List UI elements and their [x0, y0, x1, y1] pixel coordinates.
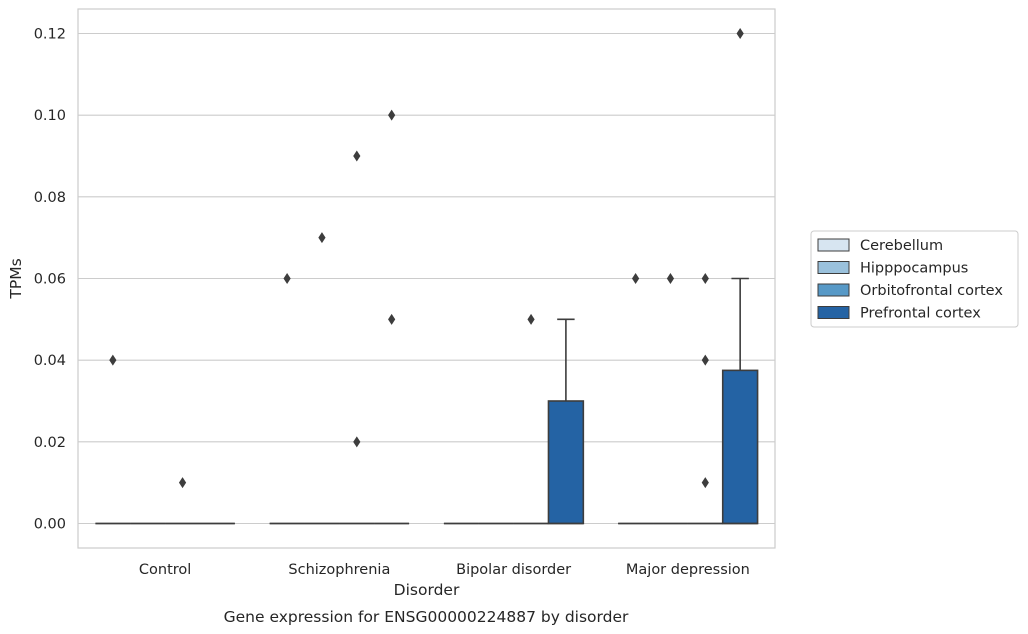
- plot-area-frame: [77, 8, 776, 549]
- outlier-marker: [318, 232, 326, 244]
- y-tick-label: 0.10: [34, 108, 66, 124]
- gridlines: [78, 32, 775, 525]
- chart-caption: Gene expression for ENSG00000224887 by d…: [224, 608, 629, 626]
- x-tick-label: Control: [139, 562, 191, 578]
- outlier-marker: [701, 273, 709, 284]
- x-tick-label: Major depression: [626, 562, 750, 578]
- box-series: [95, 277, 759, 525]
- outlier-marker: [283, 273, 291, 284]
- legend: Cerebellum Hipppocampus Orbitofrontal cort…: [810, 230, 1019, 328]
- legend-swatch: [817, 306, 850, 319]
- y-tick-label: 0.00: [34, 517, 66, 533]
- box-body: [721, 369, 759, 525]
- x-tick-label: Schizophrenia: [288, 562, 390, 578]
- x-tick-labels: Control Schizophrenia Bipolar disorder Majo…: [139, 562, 750, 578]
- legend-items: Cerebellum Hipppocampus Orbitofrontal cort…: [817, 238, 1003, 322]
- box: [547, 318, 585, 525]
- outlier-marker: [388, 313, 396, 325]
- y-tick-label: 0.04: [34, 353, 66, 369]
- box: [721, 277, 759, 525]
- legend-frame: [810, 230, 1019, 328]
- outlier-marker: [527, 313, 535, 325]
- outlier-marker: [353, 436, 361, 448]
- outlier-marker: [666, 273, 675, 284]
- outlier-marker: [701, 354, 709, 366]
- legend-label: Cerebellum: [860, 238, 943, 254]
- box-body: [547, 400, 585, 525]
- outlier-marker: [388, 109, 396, 121]
- y-axis-label: TPMs: [7, 258, 25, 299]
- outlier-marker: [353, 150, 361, 162]
- y-tick-label: 0.06: [34, 272, 66, 288]
- legend-label: Orbitofrontal cortex: [860, 283, 1003, 299]
- y-tick-label: 0.12: [34, 27, 66, 43]
- outlier-marker: [109, 354, 117, 366]
- x-tick-label: Bipolar disorder: [456, 562, 571, 578]
- outliers: [109, 28, 744, 489]
- legend-label: Hipppocampus: [860, 261, 968, 277]
- x-axis-label: Disorder: [394, 581, 460, 599]
- outlier-marker: [736, 28, 744, 39]
- y-tick-label: 0.08: [34, 190, 66, 206]
- y-tick-labels: 0.00 0.02 0.04 0.06 0.08 0.10 0.12: [34, 27, 66, 533]
- legend-label: Prefrontal cortex: [860, 306, 981, 322]
- legend-swatch: [817, 238, 850, 252]
- legend-swatch: [817, 261, 850, 274]
- y-tick-label: 0.02: [34, 435, 66, 451]
- outlier-marker: [701, 477, 709, 489]
- outlier-marker: [178, 477, 187, 489]
- legend-swatch: [817, 283, 850, 297]
- outlier-marker: [632, 273, 640, 284]
